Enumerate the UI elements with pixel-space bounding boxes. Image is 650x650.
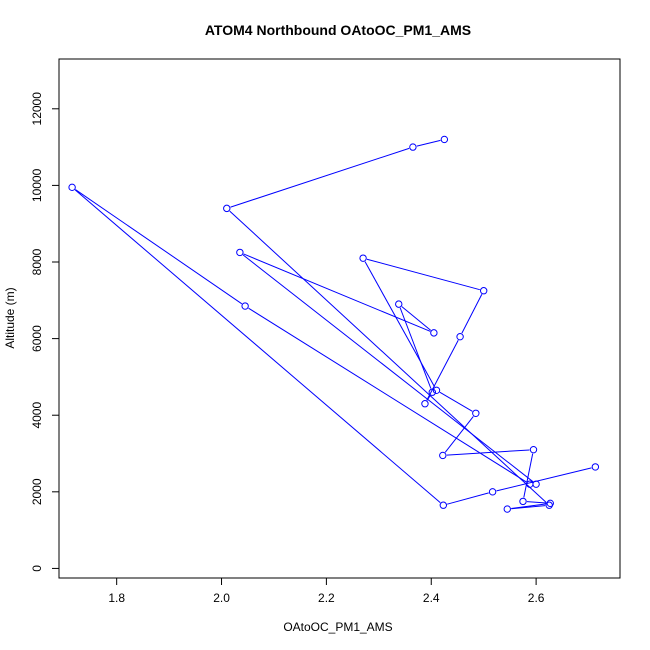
y-tick-label: 6000	[30, 325, 44, 352]
data-point	[421, 400, 429, 408]
data-point	[432, 386, 441, 395]
series-line-segment	[446, 449, 530, 456]
series-line-segment	[229, 210, 547, 503]
data-point	[526, 480, 534, 488]
data-point	[236, 248, 244, 257]
data-point	[359, 254, 367, 262]
series-line-segment	[243, 253, 431, 332]
y-tick-label: 2000	[30, 478, 44, 505]
data-point	[472, 409, 480, 417]
series-line-segment	[439, 391, 473, 412]
x-axis-label: OAtoOC_PM1_AMS	[283, 620, 392, 634]
data-point	[409, 143, 417, 151]
series-line-segment	[366, 258, 480, 291]
data-point	[223, 204, 231, 213]
chart-title: ATOM4 Northbound OAtoOC_PM1_AMS	[205, 22, 471, 38]
series-line-segment	[496, 467, 592, 492]
x-tick-label: 2.4	[423, 591, 440, 605]
y-tick-label: 12000	[30, 92, 44, 126]
data-point	[519, 497, 527, 506]
series-line-segment	[74, 189, 441, 504]
series-line-segment	[399, 307, 432, 389]
data-point	[430, 329, 438, 337]
data-point	[591, 463, 600, 471]
data-point	[439, 451, 447, 460]
data-point	[241, 302, 249, 310]
series-line-segment	[444, 416, 474, 453]
series-line-segment	[401, 306, 432, 331]
series-line-segment	[364, 261, 435, 388]
series-line-segment	[75, 189, 243, 305]
x-tick-label: 2.0	[213, 591, 230, 605]
data-point	[395, 300, 403, 308]
series-line-segment	[242, 254, 534, 483]
x-tick-label: 2.2	[318, 591, 335, 605]
data-series	[68, 135, 600, 513]
data-point	[546, 499, 554, 508]
series-line-segment	[523, 453, 534, 498]
data-point	[529, 445, 538, 454]
y-axis-label: Altitude (m)	[3, 287, 17, 348]
data-point	[488, 488, 497, 496]
data-point	[456, 332, 464, 341]
data-point	[440, 135, 449, 144]
series-line-segment	[511, 503, 547, 510]
series-line-segment	[461, 294, 483, 334]
series-line-segment	[447, 492, 489, 505]
y-tick-label: 10000	[30, 168, 44, 202]
y-tick-label: 8000	[30, 248, 44, 275]
series-line-segment	[230, 147, 410, 208]
x-tick-label: 1.8	[108, 591, 125, 605]
series-line-segment	[526, 501, 547, 504]
series-line-segment	[416, 139, 441, 147]
y-tick-label: 4000	[30, 402, 44, 429]
data-point	[439, 501, 448, 509]
data-point	[428, 388, 437, 396]
x-tick-label: 2.6	[528, 591, 545, 605]
x-axis: 1.8 2.0 2.2 2.4 2.6	[108, 577, 545, 605]
data-point	[68, 183, 76, 192]
plot-frame	[58, 58, 621, 579]
y-tick-label: 0	[30, 565, 44, 572]
y-axis: 0 2000 4000 6000 8000 10000 12000	[30, 92, 60, 572]
data-point	[532, 480, 540, 488]
data-point	[503, 505, 511, 513]
series-line-segment	[248, 307, 527, 483]
series-line-segment	[426, 340, 459, 401]
data-point	[479, 287, 488, 295]
